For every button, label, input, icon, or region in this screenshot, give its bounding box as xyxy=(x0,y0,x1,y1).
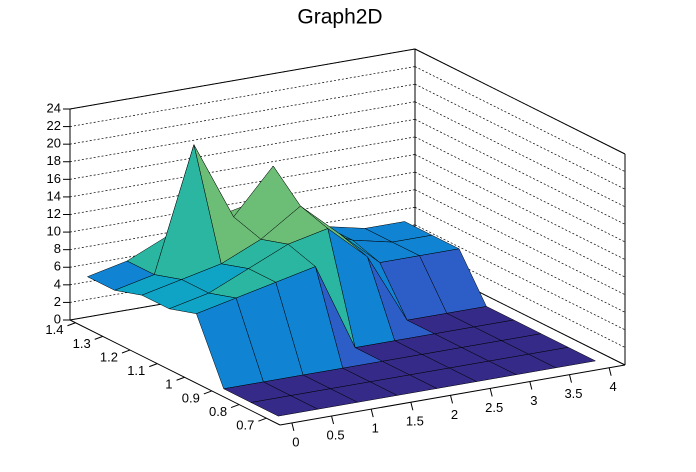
grid-line xyxy=(69,101,416,163)
x-tick-label: 3.5 xyxy=(564,386,582,401)
y-tick xyxy=(203,390,212,395)
x-tick xyxy=(410,402,414,411)
grid-line xyxy=(69,118,416,180)
y-tick xyxy=(149,363,158,368)
grid-line xyxy=(414,119,626,225)
x-tick xyxy=(291,422,295,432)
z-tick-label: 12 xyxy=(47,206,61,221)
x-tick-label: 4 xyxy=(610,379,617,394)
x-tick xyxy=(370,409,374,418)
x-tick xyxy=(608,367,612,376)
y-tick-label: 1 xyxy=(165,377,172,392)
y-tick xyxy=(230,404,240,409)
z-tick-label: 16 xyxy=(47,171,61,186)
x-tick xyxy=(331,415,335,425)
z-tick-label: 22 xyxy=(47,118,61,133)
frame-edge xyxy=(69,48,416,110)
x-tick-label: 1 xyxy=(372,421,379,436)
z-tick-label: 18 xyxy=(47,153,61,168)
grid-line xyxy=(414,206,626,313)
z-tick-label: 8 xyxy=(54,241,61,256)
z-tick-label: 6 xyxy=(54,259,61,274)
y-tick-label: 1.2 xyxy=(100,349,118,364)
grid-line xyxy=(414,154,626,260)
grid-line xyxy=(414,83,626,190)
z-tick-label: 2 xyxy=(54,294,61,309)
grid-line xyxy=(414,242,626,348)
x-tick-label: 1.5 xyxy=(406,414,424,429)
z-tick-label: 0 xyxy=(54,311,61,326)
y-tick xyxy=(67,322,76,327)
y-tick-label: 0.9 xyxy=(182,390,200,405)
z-tick-label: 24 xyxy=(47,100,61,115)
surface-cell xyxy=(250,395,319,417)
grid-line xyxy=(414,224,626,331)
chart-title: Graph2D xyxy=(297,6,382,29)
grid-line xyxy=(69,66,416,127)
grid-line xyxy=(414,189,626,295)
x-tick xyxy=(489,388,493,397)
z-tick-label: 4 xyxy=(54,276,61,291)
z-tick-label: 14 xyxy=(47,188,61,203)
y-tick xyxy=(258,417,267,422)
x-tick-label: 3 xyxy=(530,393,537,408)
y-tick xyxy=(121,349,131,354)
grid-line xyxy=(414,48,626,155)
z-tick-label: 20 xyxy=(47,136,61,151)
x-tick xyxy=(450,395,454,404)
x-axis xyxy=(279,364,626,426)
x-tick-label: 2.5 xyxy=(485,400,503,415)
x-tick xyxy=(568,374,572,383)
y-tick-label: 0.7 xyxy=(236,418,254,433)
x-tick-label: 2 xyxy=(451,407,458,422)
grid-line xyxy=(69,83,416,145)
grid-line xyxy=(414,66,626,172)
y-tick-label: 1.1 xyxy=(127,363,145,378)
grid-line xyxy=(69,136,416,198)
x-tick xyxy=(529,381,533,390)
x-tick-label: 0 xyxy=(292,434,299,449)
y-tick-label: 1.4 xyxy=(45,322,63,337)
grid-line xyxy=(414,136,626,243)
y-tick-label: 1.3 xyxy=(73,336,91,351)
x-tick-label: 0.5 xyxy=(327,427,345,442)
y-tick xyxy=(94,335,103,340)
y-tick xyxy=(176,376,185,381)
y-axis xyxy=(69,319,281,426)
z-tick-label: 10 xyxy=(47,224,61,239)
grid-line xyxy=(414,259,626,366)
grid-line xyxy=(414,101,626,208)
y-tick-label: 0.8 xyxy=(209,404,227,419)
grid-line xyxy=(414,171,626,278)
